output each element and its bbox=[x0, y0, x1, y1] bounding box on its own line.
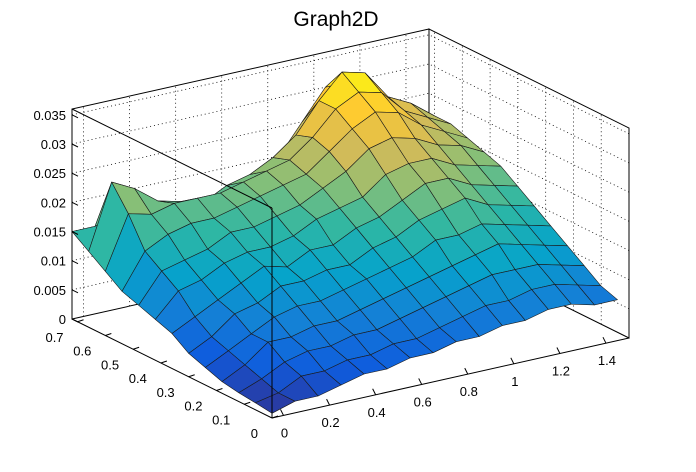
z-tick bbox=[71, 289, 79, 294]
x-tick-label: 1.2 bbox=[552, 363, 570, 378]
y-tick bbox=[132, 346, 140, 350]
y-tick-label: 0.3 bbox=[157, 385, 175, 400]
surface-patch bbox=[577, 284, 618, 306]
x-tick bbox=[280, 409, 284, 416]
x-tick bbox=[326, 398, 331, 406]
x-tick bbox=[464, 367, 469, 375]
z-tick bbox=[71, 231, 79, 235]
z-tick-label: 0.005 bbox=[33, 283, 66, 298]
y-tick bbox=[188, 374, 195, 378]
z-tick-label: 0 bbox=[59, 312, 66, 327]
z-tick-label: 0.025 bbox=[33, 166, 66, 181]
y-tick bbox=[77, 319, 84, 323]
z-tick bbox=[71, 260, 79, 265]
x-tick-label: 0 bbox=[281, 425, 288, 440]
x-tick bbox=[372, 388, 377, 395]
z-tick bbox=[71, 114, 79, 119]
z-tick-label: 0.035 bbox=[33, 108, 66, 123]
surface bbox=[71, 71, 618, 414]
y-tick-label: 0.2 bbox=[184, 399, 202, 414]
y-tick-label: 0.5 bbox=[101, 357, 119, 372]
y-tick-label: 0.6 bbox=[73, 344, 91, 359]
y-tick bbox=[244, 401, 251, 405]
y-tick-label: 0.4 bbox=[129, 371, 147, 386]
axis-tick-labels: 0 0.005 0.01 0.015 0.02 0.025 0.03 0.035 0 0.2 0.4… bbox=[33, 108, 616, 441]
z-tick bbox=[71, 143, 79, 148]
front-frame-edge bbox=[71, 108, 273, 209]
y-tick bbox=[271, 415, 279, 419]
y-tick-label: 0.1 bbox=[212, 412, 230, 427]
x-tick bbox=[602, 336, 607, 344]
y-tick-label: 0.7 bbox=[45, 330, 63, 345]
y-tick-label: 0 bbox=[251, 426, 258, 441]
y-tick bbox=[216, 388, 223, 391]
x-tick-label: 1.4 bbox=[598, 353, 616, 368]
front-frame-edge bbox=[271, 337, 630, 419]
z-tick-label: 0.015 bbox=[33, 225, 66, 240]
x-tick bbox=[418, 378, 423, 385]
z-tick bbox=[71, 318, 79, 323]
z-tick-label: 0.01 bbox=[41, 254, 66, 269]
z-tick bbox=[71, 201, 79, 206]
z-tick-label: 0.03 bbox=[41, 137, 66, 152]
z-tick bbox=[71, 172, 79, 177]
x-tick-label: 0.6 bbox=[414, 394, 432, 409]
y-tick bbox=[160, 360, 168, 364]
x-tick-label: 0.8 bbox=[460, 384, 478, 399]
z-tick-label: 0.02 bbox=[41, 195, 66, 210]
x-tick bbox=[556, 347, 561, 354]
y-tick bbox=[105, 333, 112, 336]
x-tick-label: 1 bbox=[511, 374, 518, 389]
x-tick bbox=[510, 357, 515, 365]
x-tick-label: 0.4 bbox=[368, 405, 386, 420]
x-tick-label: 0.2 bbox=[322, 415, 340, 430]
chart-title: Graph2D bbox=[293, 8, 378, 31]
